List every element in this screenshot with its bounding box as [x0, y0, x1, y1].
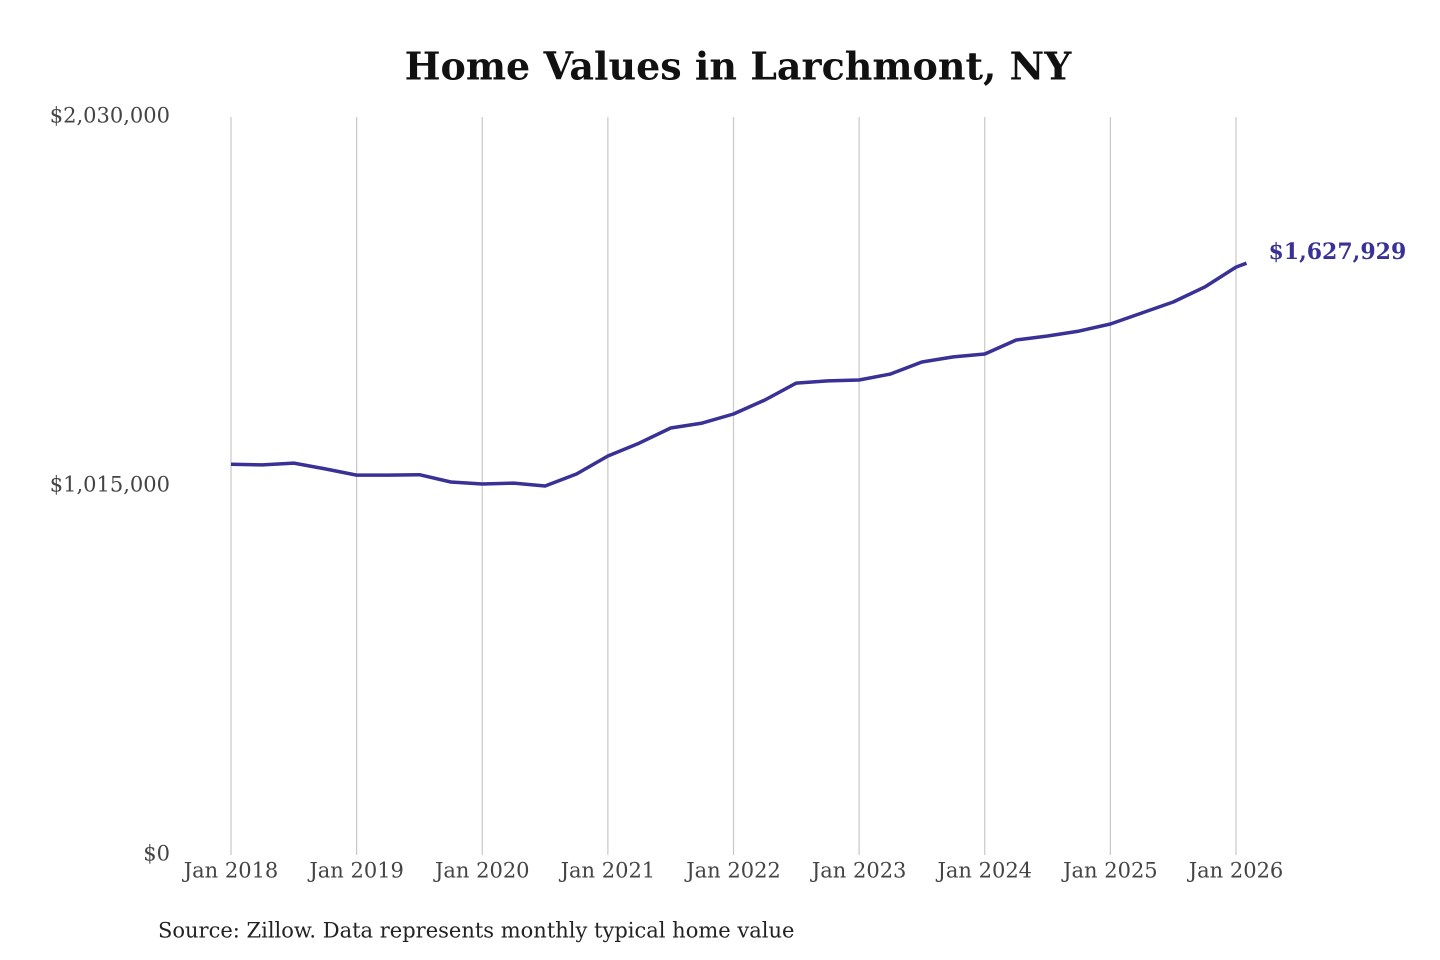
x-tick-label: Jan 2020: [433, 859, 530, 883]
x-tick-label: Jan 2023: [810, 859, 907, 883]
x-tick-label: Jan 2022: [684, 859, 781, 883]
x-tick-label: Jan 2021: [559, 859, 656, 883]
y-tick-label: $1,015,000: [50, 473, 170, 497]
x-tick-label: Jan 2026: [1187, 859, 1284, 883]
y-tick-label: $0: [143, 842, 170, 866]
chart-title: Home Values in Larchmont, NY: [405, 44, 1073, 89]
x-tick-label: Jan 2019: [307, 859, 404, 883]
source-note: Source: Zillow. Data represents monthly …: [158, 919, 794, 943]
x-tick-label: Jan 2024: [935, 859, 1032, 883]
y-tick-label: $2,030,000: [50, 104, 170, 128]
x-tick-label: Jan 2025: [1061, 859, 1158, 883]
value-label: $1,627,929: [1268, 239, 1406, 265]
series-line: [230, 261, 1248, 488]
x-tick-label: Jan 2018: [182, 859, 279, 883]
